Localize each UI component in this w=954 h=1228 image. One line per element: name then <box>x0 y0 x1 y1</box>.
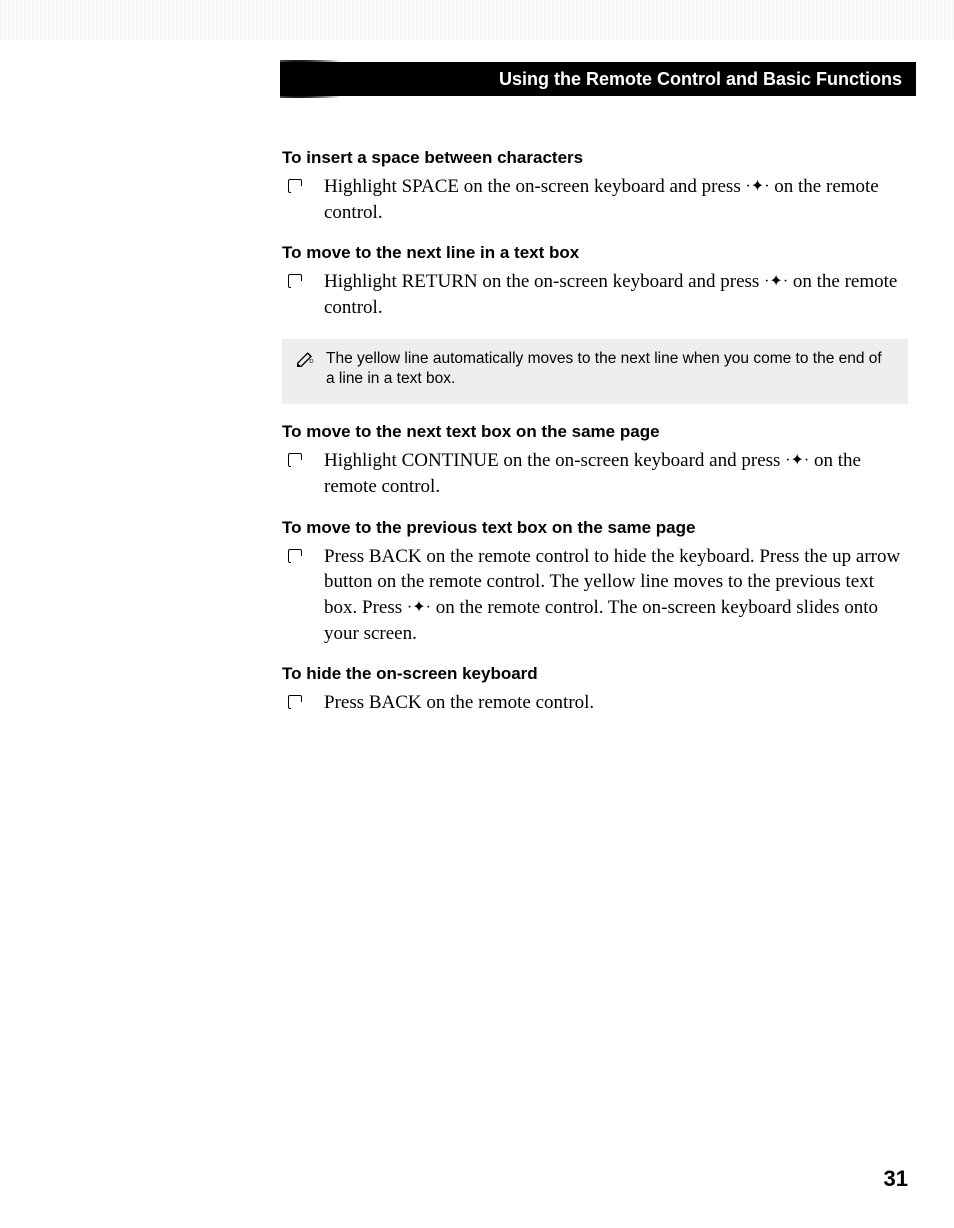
bullet-row: Highlight SPACE on the on-screen keyboar… <box>282 174 908 225</box>
note-text: The yellow line automatically moves to t… <box>326 349 894 391</box>
bullet-text: Highlight CONTINUE on the on-screen keyb… <box>324 448 908 499</box>
bullet-row: Press BACK on the remote control. <box>282 690 908 716</box>
section-title: To move to the previous text box on the … <box>282 518 908 538</box>
section-title: To move to the next line in a text box <box>282 243 908 263</box>
note-box: D The yellow line automatically moves to… <box>282 339 908 405</box>
bullet-text: Press BACK on the remote control to hide… <box>324 544 908 647</box>
enter-glyph-icon: ·✦· <box>764 271 788 293</box>
pencil-note-icon: D <box>296 351 316 367</box>
body-before: Highlight SPACE on the on-screen keyboar… <box>324 176 745 197</box>
bullet-text: Highlight SPACE on the on-screen keyboar… <box>324 174 908 225</box>
bullet-icon <box>288 274 302 288</box>
svg-text:D: D <box>309 359 313 365</box>
page-number: 31 <box>884 1166 908 1192</box>
scan-noise-top <box>0 0 954 40</box>
bullet-icon <box>288 179 302 193</box>
bullet-icon <box>288 549 302 563</box>
bullet-text: Press BACK on the remote control. <box>324 690 594 716</box>
enter-glyph-icon: ·✦· <box>785 450 809 472</box>
bullet-icon <box>288 453 302 467</box>
bullet-row: Highlight RETURN on the on-screen keyboa… <box>282 269 908 320</box>
bullet-row: Highlight CONTINUE on the on-screen keyb… <box>282 448 908 499</box>
bullet-icon <box>288 695 302 709</box>
chapter-title: Using the Remote Control and Basic Funct… <box>499 69 902 90</box>
enter-glyph-icon: ·✦· <box>407 597 431 619</box>
body-before: Highlight CONTINUE on the on-screen keyb… <box>324 450 785 471</box>
page-content: To insert a space between characters Hig… <box>282 148 908 734</box>
body-before: Highlight RETURN on the on-screen keyboa… <box>324 271 764 292</box>
section-title: To insert a space between characters <box>282 148 908 168</box>
section-title: To move to the next text box on the same… <box>282 422 908 442</box>
enter-glyph-icon: ·✦· <box>745 176 769 198</box>
bullet-row: Press BACK on the remote control to hide… <box>282 544 908 647</box>
section-title: To hide the on-screen keyboard <box>282 664 908 684</box>
chapter-header-bar: Using the Remote Control and Basic Funct… <box>280 62 916 96</box>
bullet-text: Highlight RETURN on the on-screen keyboa… <box>324 269 908 320</box>
